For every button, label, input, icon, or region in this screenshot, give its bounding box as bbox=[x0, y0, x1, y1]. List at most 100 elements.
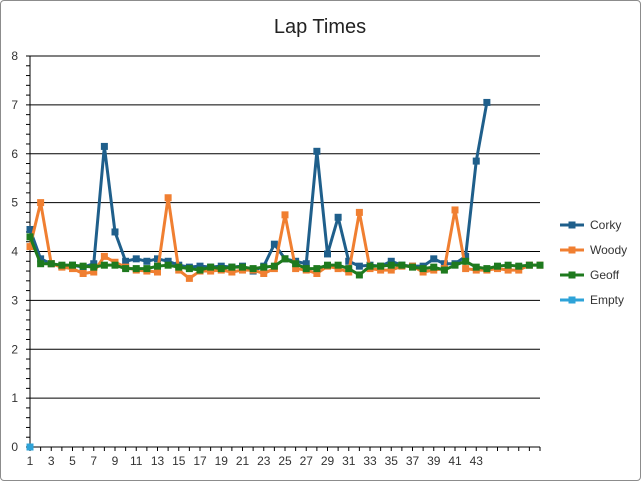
data-point bbox=[260, 269, 268, 277]
data-point bbox=[504, 266, 512, 274]
x-tick-label: 41 bbox=[448, 454, 462, 468]
data-point bbox=[302, 265, 310, 273]
legend-marker bbox=[568, 296, 576, 304]
data-point bbox=[462, 252, 470, 260]
data-point bbox=[462, 265, 470, 273]
data-point bbox=[228, 263, 236, 271]
data-point bbox=[419, 265, 427, 273]
data-point bbox=[122, 265, 130, 273]
data-point bbox=[164, 194, 172, 202]
data-point bbox=[334, 213, 342, 221]
y-tick-label: 2 bbox=[11, 342, 18, 356]
series-layer bbox=[26, 98, 544, 451]
x-tick-label: 11 bbox=[130, 454, 143, 468]
data-point bbox=[143, 265, 151, 273]
legend-item: Woody bbox=[560, 243, 627, 257]
gridlines bbox=[30, 55, 540, 399]
x-tick-label: 25 bbox=[278, 454, 292, 468]
y-tick-label: 5 bbox=[11, 196, 18, 210]
data-point bbox=[217, 265, 225, 273]
data-point bbox=[483, 265, 491, 273]
data-point bbox=[270, 262, 278, 270]
data-point bbox=[355, 271, 363, 279]
data-point bbox=[515, 266, 523, 274]
y-tick-label: 6 bbox=[11, 147, 18, 161]
x-tick-label: 37 bbox=[406, 454, 420, 468]
data-point bbox=[132, 265, 140, 273]
data-point bbox=[483, 98, 491, 106]
data-point bbox=[100, 142, 108, 150]
data-point bbox=[462, 257, 470, 265]
x-tick-label: 31 bbox=[342, 454, 356, 468]
data-point bbox=[37, 260, 45, 268]
x-tick-label: 17 bbox=[193, 454, 207, 468]
y-tick-label: 7 bbox=[11, 98, 18, 112]
data-point bbox=[536, 261, 544, 269]
x-tick-label: 5 bbox=[69, 454, 76, 468]
data-point bbox=[207, 263, 215, 271]
data-point bbox=[292, 260, 300, 268]
x-tick-label: 15 bbox=[172, 454, 186, 468]
data-point bbox=[185, 265, 193, 273]
legend-item: Corky bbox=[560, 218, 621, 232]
data-point bbox=[387, 257, 395, 265]
x-tick-label: 27 bbox=[300, 454, 314, 468]
data-point bbox=[355, 208, 363, 216]
y-tick-label: 1 bbox=[11, 391, 18, 405]
legend-item: Geoff bbox=[560, 268, 620, 282]
data-point bbox=[430, 255, 438, 263]
legend-label: Corky bbox=[590, 218, 621, 232]
data-point bbox=[58, 261, 66, 269]
series-corky bbox=[26, 98, 491, 275]
data-point bbox=[26, 233, 34, 241]
data-point bbox=[494, 262, 501, 270]
x-tick-label: 1 bbox=[27, 454, 34, 468]
data-point bbox=[387, 261, 395, 269]
data-point bbox=[69, 261, 76, 269]
data-point bbox=[430, 263, 438, 271]
series-line bbox=[28, 102, 489, 273]
data-point bbox=[451, 261, 459, 269]
data-point bbox=[196, 266, 204, 274]
data-point bbox=[345, 265, 353, 273]
data-point bbox=[154, 268, 161, 276]
data-point bbox=[313, 147, 321, 155]
data-point bbox=[79, 269, 87, 277]
data-point bbox=[26, 243, 34, 251]
data-point bbox=[207, 267, 215, 275]
data-point bbox=[504, 261, 512, 269]
data-point bbox=[525, 261, 533, 269]
data-point bbox=[26, 443, 34, 451]
x-tick-label: 23 bbox=[257, 454, 271, 468]
x-tick-label: 19 bbox=[215, 454, 229, 468]
x-tick-label: 43 bbox=[470, 454, 484, 468]
legend-label: Woody bbox=[590, 243, 627, 257]
data-point bbox=[249, 265, 257, 273]
series-geoff bbox=[26, 233, 544, 279]
data-point bbox=[313, 265, 321, 273]
data-point bbox=[270, 240, 278, 248]
y-tick-label: 0 bbox=[11, 440, 18, 454]
series-empty bbox=[26, 443, 34, 451]
legend-marker bbox=[568, 271, 576, 279]
data-point bbox=[302, 260, 310, 268]
data-point bbox=[26, 226, 34, 234]
data-point bbox=[366, 262, 374, 270]
data-point bbox=[334, 261, 342, 269]
data-point bbox=[164, 257, 172, 265]
data-point bbox=[111, 261, 119, 269]
data-point bbox=[387, 266, 395, 274]
data-point bbox=[292, 265, 300, 273]
x-tick-label: 9 bbox=[112, 454, 119, 468]
data-point bbox=[47, 260, 55, 268]
x-tick-label: 7 bbox=[90, 454, 97, 468]
x-tick-label: 21 bbox=[236, 454, 250, 468]
data-point bbox=[90, 263, 98, 271]
data-point bbox=[37, 199, 45, 207]
data-point bbox=[154, 255, 161, 263]
series-woody bbox=[26, 194, 544, 282]
data-point bbox=[37, 255, 45, 263]
data-point bbox=[472, 263, 480, 271]
